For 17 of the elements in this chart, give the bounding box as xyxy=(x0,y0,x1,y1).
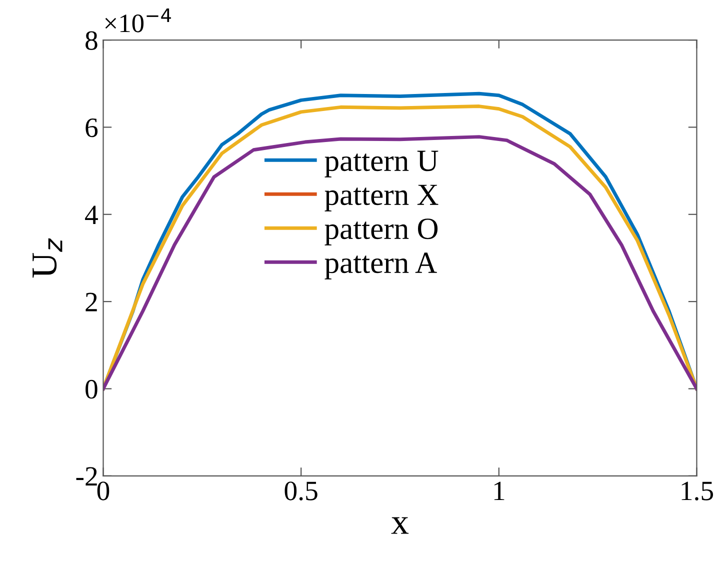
y-tick-label: -2 xyxy=(76,467,97,486)
x-tick-label: 0 xyxy=(97,482,110,500)
y-tick-label: 4 xyxy=(85,206,98,224)
legend-label: pattern A xyxy=(324,252,437,280)
y-tick-label: 2 xyxy=(86,292,97,312)
legend-label: pattern X xyxy=(324,184,438,212)
x-axis-title: x xyxy=(391,517,409,534)
x-tick-label: 0.5 xyxy=(284,482,318,500)
y-tick-label: 8 xyxy=(86,31,98,50)
y-tick-label: 6 xyxy=(86,118,98,138)
y-tick-label: 0 xyxy=(86,380,98,399)
x-tick-label: 1 xyxy=(494,482,504,500)
x-tick-label: 1.5 xyxy=(682,482,714,500)
legend-label: pattern O xyxy=(324,218,438,246)
legend-label: pattern U xyxy=(324,150,438,178)
text: ×10$^{−4}$ xyxy=(105,8,171,32)
y-axis-title: U$_{z}$ xyxy=(32,238,62,278)
